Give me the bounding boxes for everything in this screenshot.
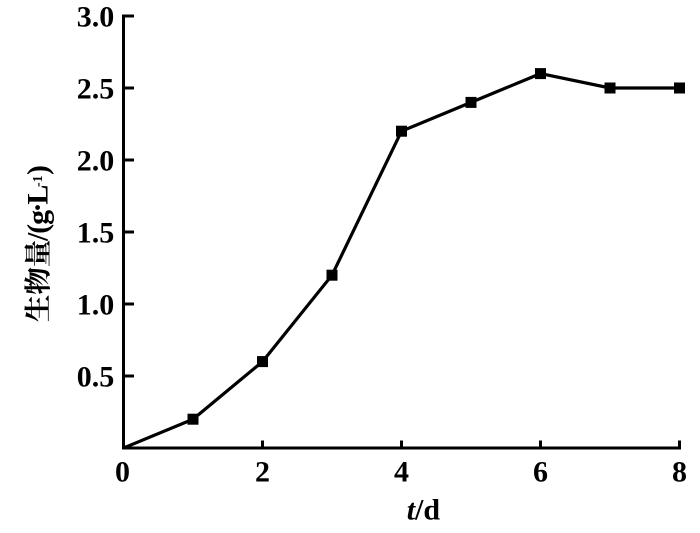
svg-text:/(g·L-1): /(g·L-1) <box>22 165 55 242</box>
svg-text:3.0: 3.0 <box>77 1 115 34</box>
svg-text:2: 2 <box>255 456 270 489</box>
svg-text:8: 8 <box>672 456 687 489</box>
svg-text:2.5: 2.5 <box>77 73 115 106</box>
svg-text:0.5: 0.5 <box>77 361 115 394</box>
svg-text:6: 6 <box>533 456 548 489</box>
svg-text:2.0: 2.0 <box>77 145 115 178</box>
svg-text:0: 0 <box>115 456 130 489</box>
svg-text:t/d: t/d <box>407 494 441 527</box>
svg-text:1.5: 1.5 <box>77 217 115 250</box>
svg-text:4: 4 <box>394 456 409 489</box>
svg-text:1.0: 1.0 <box>77 289 115 322</box>
